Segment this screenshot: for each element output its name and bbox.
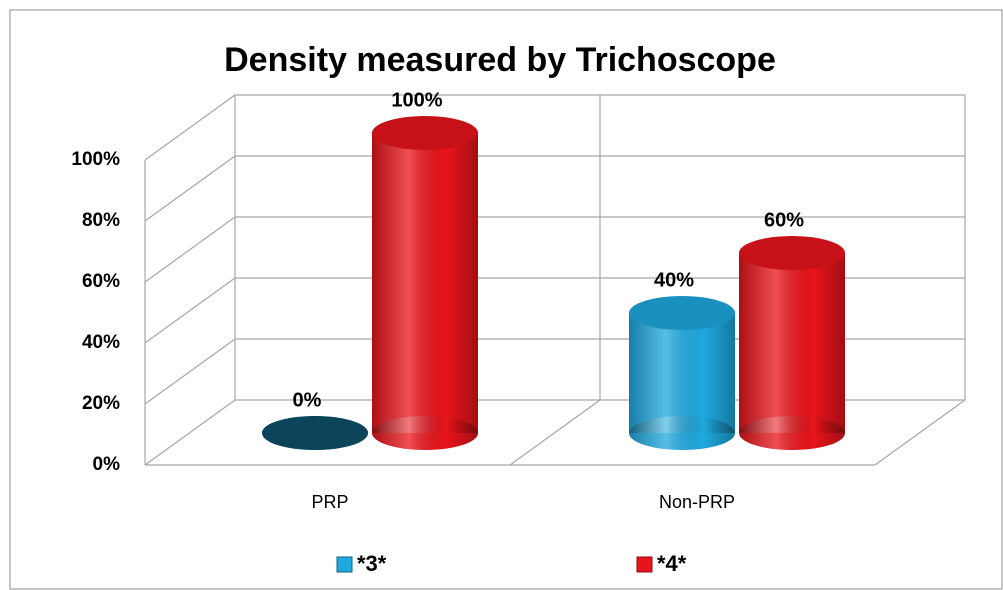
y-tick-label: 60% <box>82 271 120 292</box>
legend-label: *4* <box>657 551 687 576</box>
x-tick-label: Non-PRP <box>659 492 735 512</box>
grid-line <box>144 216 236 283</box>
legend-label: *3* <box>357 551 387 576</box>
data-label: 0% <box>293 389 322 411</box>
bar <box>262 416 368 450</box>
chart-frame <box>9 9 1003 590</box>
grid-line <box>144 338 236 405</box>
data-label: 60% <box>764 209 804 231</box>
bar-top <box>372 116 478 150</box>
data-label: 100% <box>391 89 442 111</box>
bar <box>629 296 735 450</box>
y-tick-label: 100% <box>71 149 120 170</box>
y-tick-label: 20% <box>82 393 120 414</box>
bar-base-shade <box>372 416 478 450</box>
bar-base-shade <box>629 416 735 450</box>
data-label: 40% <box>654 269 694 291</box>
y-tick-label: 80% <box>82 210 120 231</box>
bar-shade <box>739 253 845 433</box>
legend-swatch <box>636 556 653 573</box>
bar-shade <box>629 313 735 433</box>
chart-title: Density measured by Trichoscope <box>224 41 776 79</box>
y-tick-label: 40% <box>82 332 120 353</box>
y-tick-label: 0% <box>93 454 121 475</box>
bar <box>372 116 478 450</box>
x-tick-label: PRP <box>311 492 348 512</box>
floor-edge <box>874 399 966 466</box>
floor-divider <box>509 399 601 466</box>
bar-top <box>629 296 735 330</box>
grid-line <box>144 155 236 222</box>
bar-base-shade <box>739 416 845 450</box>
bar-shade <box>372 133 478 433</box>
grid-line <box>144 277 236 344</box>
bar <box>739 236 845 450</box>
legend-swatch <box>336 556 353 573</box>
grid-line <box>144 94 236 161</box>
grid-line <box>144 399 236 466</box>
bar-top <box>262 416 368 450</box>
bar-top <box>739 236 845 270</box>
